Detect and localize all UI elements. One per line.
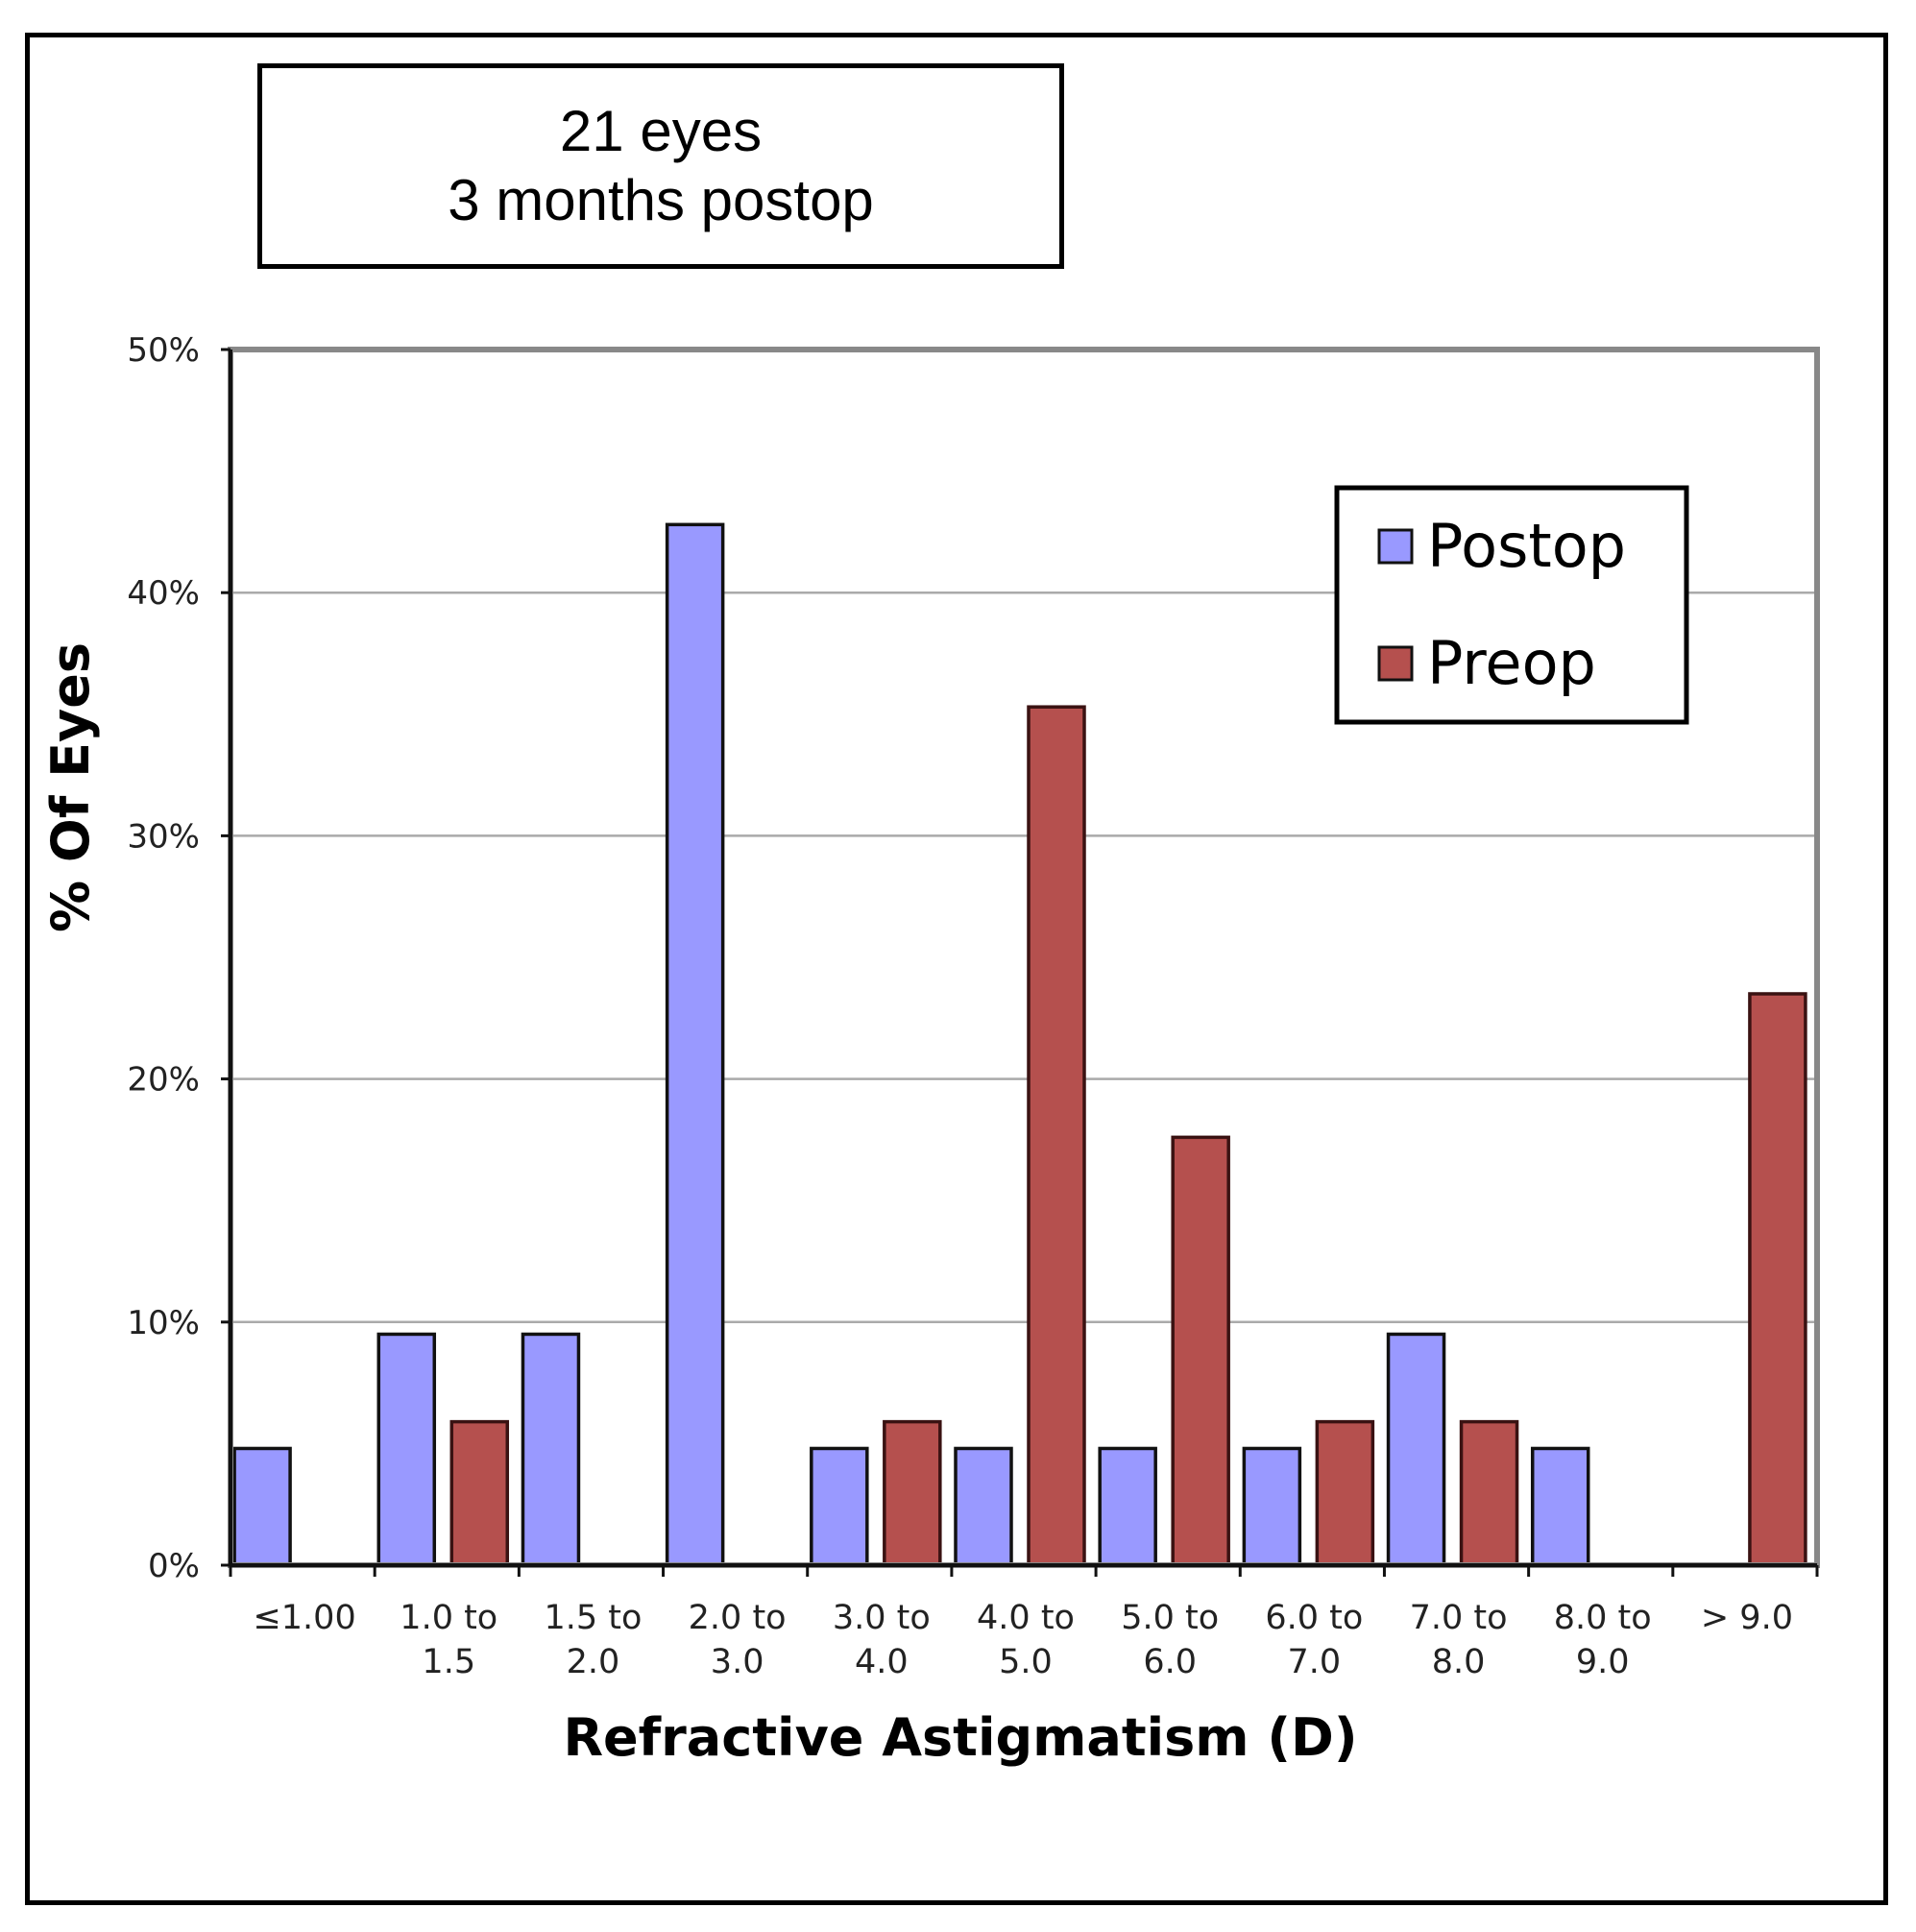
bar-preop [883,1419,942,1567]
bar-preop [1171,1135,1230,1567]
bar-preop [449,1419,510,1567]
info-box-line-1: 21 eyes [559,99,763,163]
bar-postop [665,522,725,1567]
x-tick-label: 3.0 [711,1643,764,1681]
legend-label-preop: Preop [1427,628,1596,698]
y-tick-label: 40% [127,574,200,613]
x-tick-label: 6.0 [1143,1643,1197,1681]
x-tick-label: 7.0 [1288,1643,1342,1681]
y-tick-label: 10% [127,1304,200,1342]
x-tick-label: 1.5 [422,1643,475,1681]
legend-swatch-postop [1377,528,1414,565]
bar-preop [1315,1419,1375,1567]
y-tick-label: 20% [127,1061,200,1099]
x-tick-label: 1.0 to [400,1599,497,1637]
x-tick-label: 4.0 to [977,1599,1075,1637]
y-tick-label: 50% [127,331,200,370]
bar-postop [376,1332,437,1567]
x-tick-label: 7.0 to [1410,1599,1508,1637]
x-tick-label: 5.0 [999,1643,1053,1681]
bar-postop [1242,1446,1302,1567]
bar-preop [1748,992,1807,1567]
bar-postop [521,1332,581,1567]
bar-postop [810,1446,869,1567]
x-tick-label: 4.0 [855,1643,909,1681]
bar-postop [232,1446,292,1567]
gridlines [230,591,1817,1324]
figure-frame [25,33,1888,1905]
x-tick-label: 1.5 to [544,1599,642,1637]
legend-label-postop: Postop [1427,511,1626,581]
x-axis-title: Refractive Astigmatism (D) [563,1707,1357,1768]
x-tick-label: 3.0 to [833,1599,931,1637]
x-tick-label: > 9.0 [1701,1599,1793,1637]
x-tick-label: 8.0 to [1554,1599,1652,1637]
info-box: 21 eyes 3 months postop [257,63,1064,269]
x-tick-label: 8.0 [1432,1643,1486,1681]
y-tick-label: 0% [148,1547,200,1585]
x-tick-labels: ≤1.00 1.0 to 1.5 1.5 to 2.0 2.0 to 3.0 3.0 to 4.… [229,1565,1819,1681]
bar-postop [1530,1446,1590,1567]
x-tick-label: 2.0 [567,1643,620,1681]
x-tick-label: 2.0 to [689,1599,787,1637]
bar-preop [1027,705,1086,1567]
x-tick-label: ≤1.00 [253,1599,355,1637]
info-box-line-2: 3 months postop [448,168,874,232]
legend-swatch-preop [1377,645,1414,682]
legend-box [1334,485,1689,725]
x-tick-label: 5.0 to [1121,1599,1219,1637]
y-axis-title: % Of Eyes [40,642,101,932]
y-tick-labels: 0% 10% 20% 30% 40% 50% [127,331,230,1585]
y-tick-label: 30% [127,817,200,856]
bar-preop [1459,1419,1519,1567]
x-tick-label: 9.0 [1576,1643,1630,1681]
bar-postop [1386,1332,1446,1567]
bar-postop [954,1446,1013,1567]
bar-postop [1098,1446,1157,1567]
legend: Postop Preop [1334,485,1689,725]
x-tick-label: 6.0 to [1265,1599,1363,1637]
